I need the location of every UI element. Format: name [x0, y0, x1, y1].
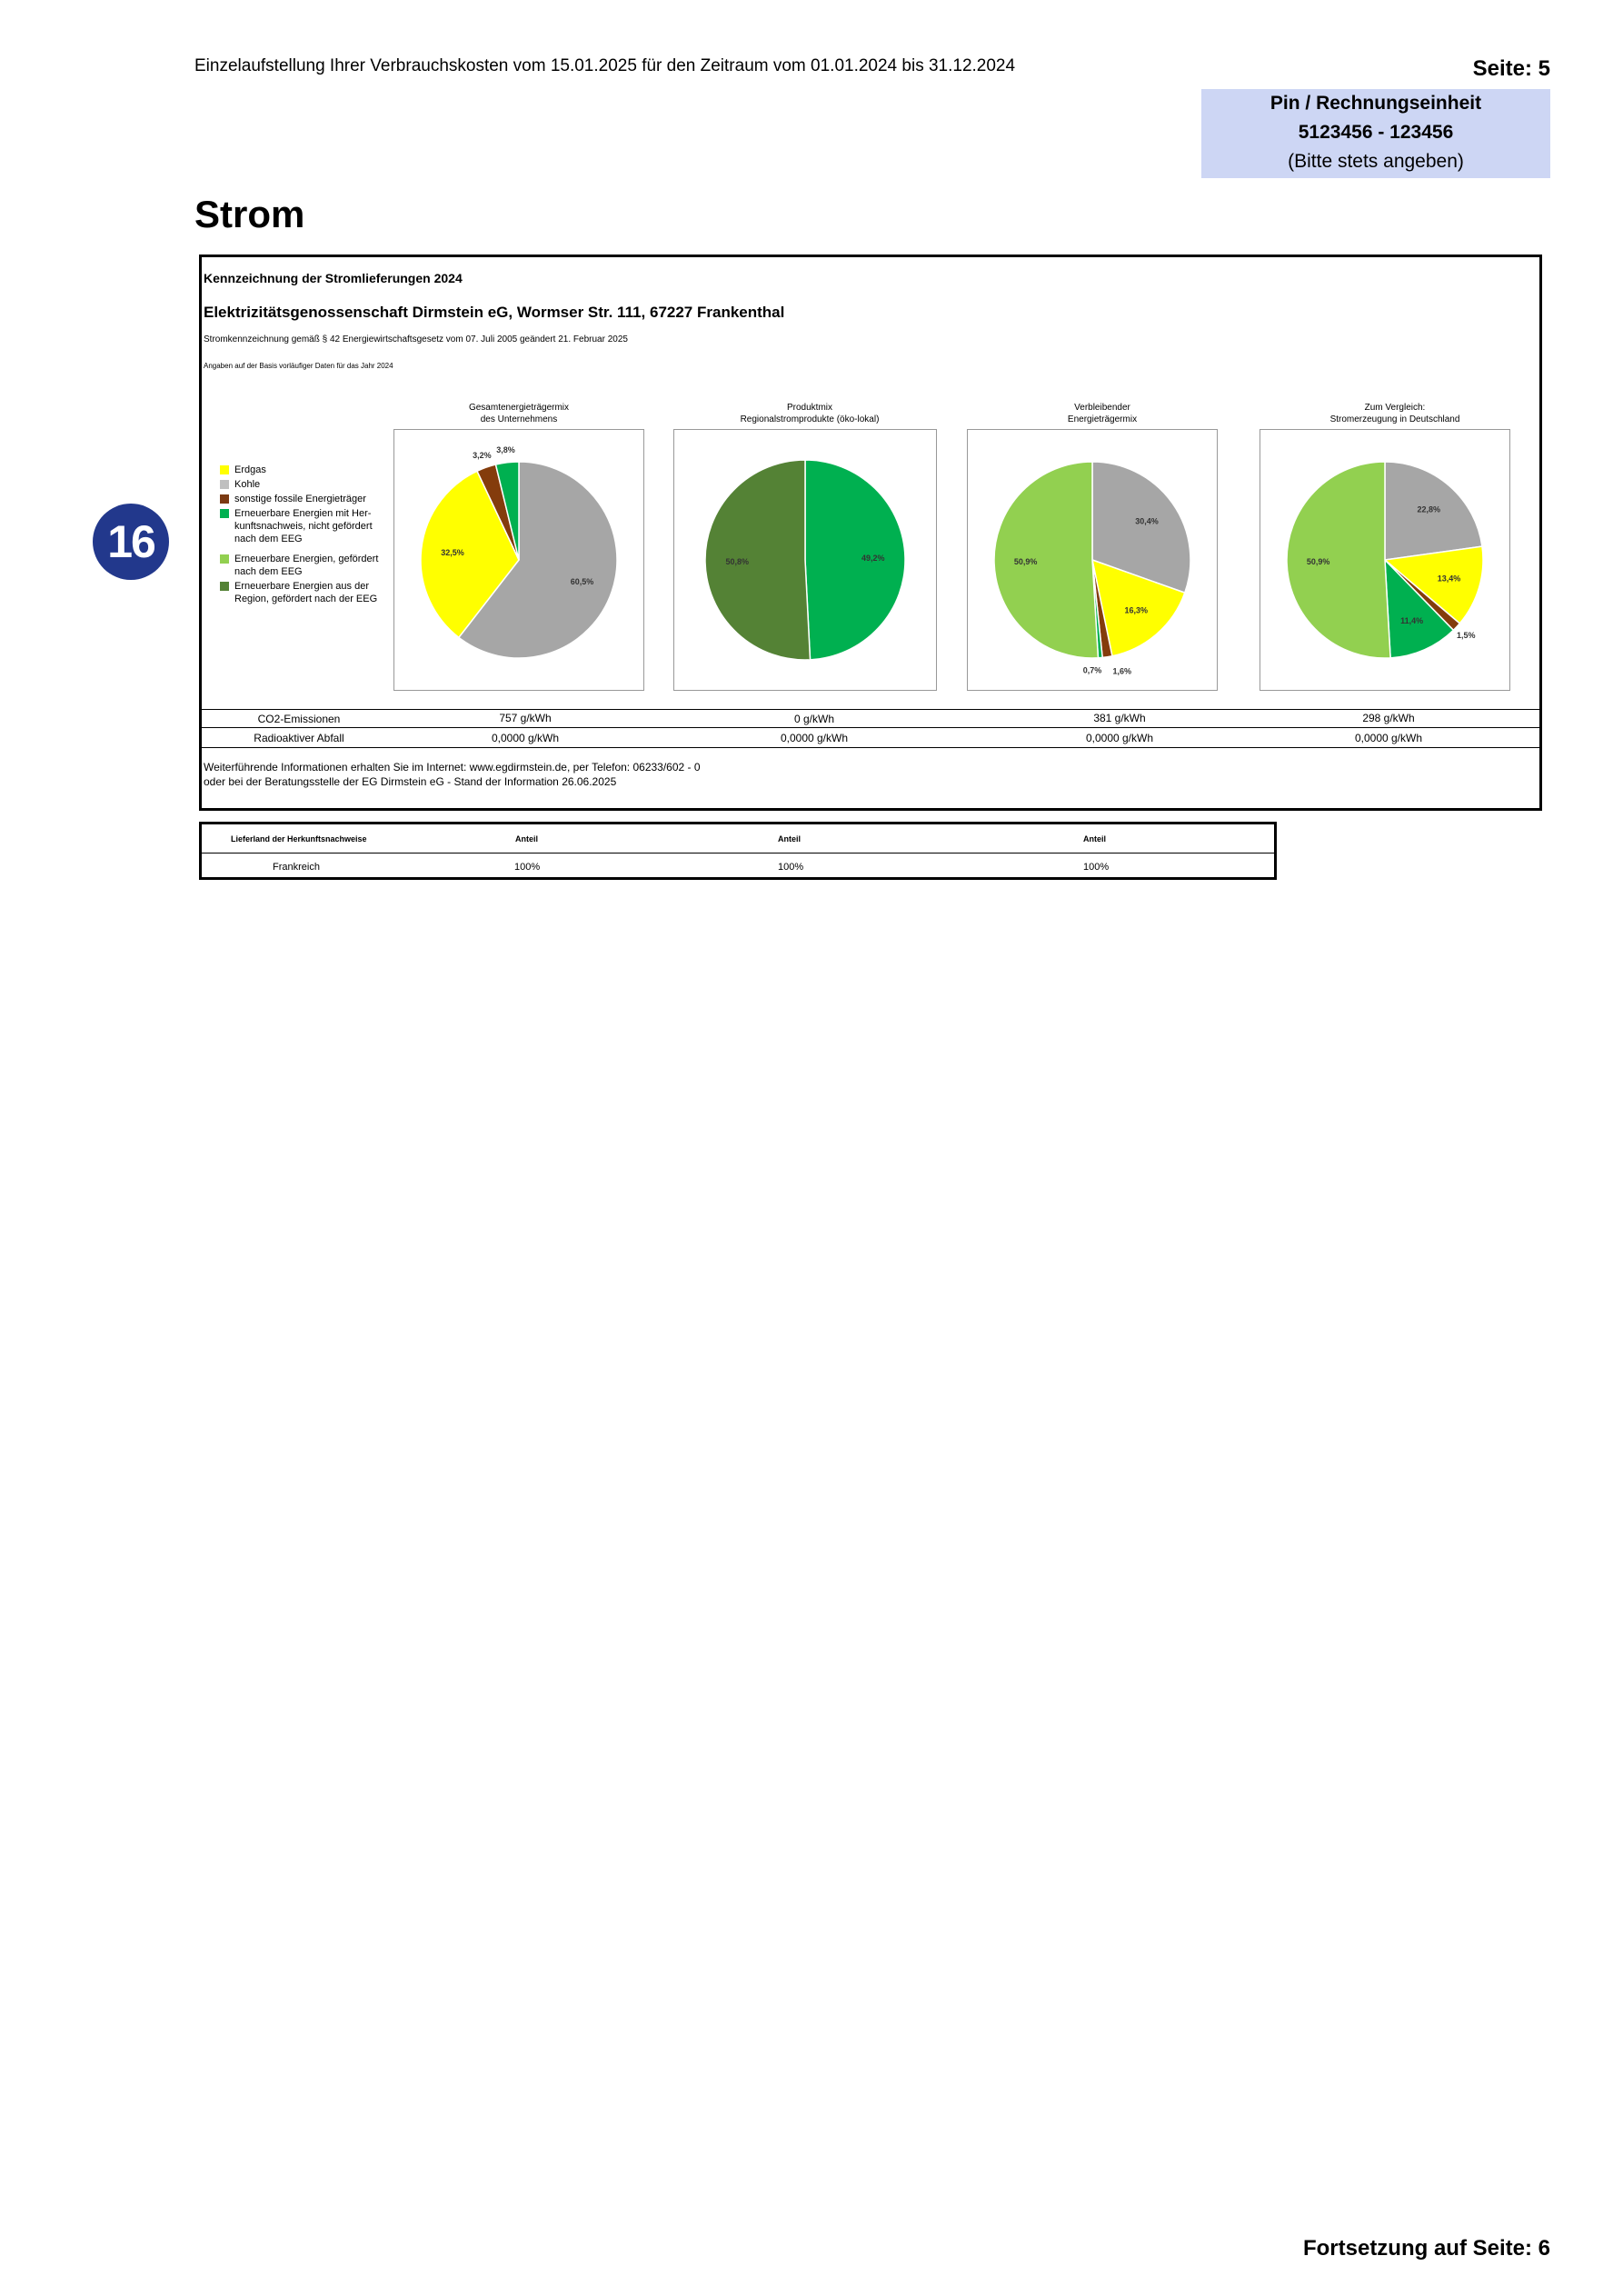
pie-slice-label: 49,2%: [861, 554, 885, 563]
info-line: oder bei der Beratungsstelle der EG Dirm…: [204, 775, 617, 788]
label-org: Elektrizitätsgenossenschaft Dirmstein eG…: [204, 304, 785, 321]
chart-title-2: Produktmix Regionalstromprodukte (öko-lok…: [740, 403, 880, 424]
page-number: Seite: 5: [1472, 56, 1550, 81]
row-divider: [202, 709, 1539, 710]
pie-chart-germany: 22,8% 13,4% 1,5% 11,4% 50,9%: [1286, 461, 1484, 659]
pie-slice: [1384, 558, 1455, 659]
pie-chart-company-mix: 60,5% 32,5% 3,2% 3,8%: [420, 445, 618, 659]
section-badge: 16: [93, 504, 169, 580]
legend-swatch: [220, 554, 229, 564]
pie-slice: [1384, 461, 1483, 561]
statement-header: Einzelaufstellung Ihrer Verbrauchskosten…: [194, 56, 1016, 75]
origin-divider: [202, 853, 1274, 854]
pie-slice: [704, 459, 812, 661]
legend-item-renewable-certified: Erneuerbare Energien mit Her-kunftsnachw…: [220, 507, 389, 545]
legend-item-fossil: sonstige fossile Energieträger: [220, 493, 371, 505]
legend-item-erdgas: Erdgas: [220, 464, 389, 476]
pin-number: 5123456 - 123456: [1298, 122, 1454, 143]
co2-value: 757 g/kWh: [499, 712, 552, 724]
pie-slice-label: 60,5%: [571, 577, 594, 586]
chart-title-1: Gesamtenergieträgermix des Unternehmens: [468, 403, 570, 424]
waste-value: 0,0000 g/kWh: [491, 732, 560, 744]
origin-table: [199, 822, 1277, 880]
pie-slice-label: 50,8%: [725, 557, 749, 566]
waste-label: Radioaktiver Abfall: [254, 732, 344, 744]
pie-slice: [420, 470, 520, 639]
electricity-label-box: [199, 255, 1542, 811]
co2-value: 298 g/kWh: [1362, 712, 1415, 724]
co2-value: 381 g/kWh: [1093, 712, 1146, 724]
origin-head-share: Anteil: [778, 834, 802, 844]
co2-label: CO2-Emissionen: [257, 713, 341, 725]
pie-slice-label: 11,4%: [1400, 616, 1423, 625]
chart-legend: Erdgas Kohle sonstige fossile Energieträ…: [220, 464, 389, 607]
legend-swatch: [220, 465, 229, 474]
origin-country: Frankreich: [273, 862, 320, 873]
origin-share: 100%: [778, 862, 804, 873]
origin-share: 100%: [1083, 862, 1110, 873]
pie-slice: [1383, 545, 1484, 624]
pie-slice: [804, 459, 906, 661]
pie-slice: [993, 461, 1100, 659]
pin-note: (Bitte stets angeben): [1288, 151, 1464, 172]
pin-box: Pin / Rechnungseinheit 5123456 - 123456 …: [1201, 89, 1550, 178]
pie-slice-label: 50,9%: [1014, 557, 1038, 566]
co2-value: 0 g/kWh: [793, 713, 834, 725]
info-line: Weiterführende Informationen erhalten Si…: [204, 761, 701, 774]
waste-value: 0,0000 g/kWh: [780, 732, 849, 744]
chart-frame-1: 60,5% 32,5% 3,2% 3,8%: [393, 429, 644, 691]
waste-value: 0,0000 g/kWh: [1354, 732, 1423, 744]
origin-share: 100%: [514, 862, 541, 873]
chart-frame-4: 22,8% 13,4% 1,5% 11,4% 50,9%: [1260, 429, 1510, 691]
pie-chart-product-mix: 49,2% 50,8%: [704, 459, 906, 661]
section-title: Strom: [194, 193, 305, 235]
pie-slice-label: 16,3%: [1124, 605, 1148, 614]
pie-slice-label: 0,7%: [1083, 666, 1102, 675]
chart-frame-3: 30,4% 16,3% 1,6% 0,7% 50,9%: [967, 429, 1218, 691]
pie-slice-label: 30,4%: [1135, 517, 1159, 526]
chart-title-3: Verbleibender Energieträgermix: [1067, 403, 1138, 424]
label-heading: Kennzeichnung der Stromlieferungen 2024: [204, 271, 463, 285]
pie-slice-label: 1,6%: [1112, 667, 1131, 676]
pie-slice-label: 22,8%: [1417, 505, 1440, 514]
pie-slice-label: 3,8%: [496, 445, 515, 454]
pie-slice: [1090, 558, 1186, 657]
chart-frame-2: 49,2% 50,8%: [673, 429, 937, 691]
legend-swatch: [220, 494, 229, 504]
origin-head-country: Lieferland der Herkunftsnachweise: [231, 834, 367, 844]
pie-slice: [494, 461, 520, 561]
row-divider: [202, 747, 1539, 748]
origin-head-share: Anteil: [1083, 834, 1107, 844]
legend-swatch: [220, 509, 229, 518]
legend-swatch: [220, 480, 229, 489]
pie-slice: [1091, 461, 1191, 594]
pie-chart-residual-mix: 30,4% 16,3% 1,6% 0,7% 50,9%: [993, 461, 1191, 676]
origin-head-share: Anteil: [515, 834, 539, 844]
legend-item-kohle: Kohle: [220, 478, 389, 491]
legend-item-renewable-region: Erneuerbare Energien aus der Region, gef…: [220, 580, 380, 605]
continuation-note: Fortsetzung auf Seite: 6: [1302, 2236, 1550, 2261]
pin-title: Pin / Rechnungseinheit: [1270, 93, 1482, 114]
pie-slice-label: 3,2%: [473, 451, 492, 460]
pie-slice-label: 1,5%: [1457, 631, 1476, 640]
pie-slice-label: 32,5%: [441, 548, 464, 557]
info-text: Weiterführende Informationen erhalten Si…: [204, 760, 701, 789]
legend-item-renewable-eeg: Erneuerbare Energien, gefördert nach dem…: [220, 553, 380, 578]
row-divider: [202, 727, 1539, 728]
pie-slice: [1286, 461, 1391, 659]
pie-slice: [457, 461, 618, 659]
label-basis: Angaben auf der Basis vorläufiger Daten …: [204, 362, 393, 370]
legend-swatch: [220, 582, 229, 591]
waste-value: 0,0000 g/kWh: [1085, 732, 1154, 744]
label-legal: Stromkennzeichnung gemäß § 42 Energiewir…: [204, 334, 628, 344]
pie-slice-label: 50,9%: [1307, 557, 1330, 566]
pie-slice-label: 13,4%: [1438, 574, 1461, 583]
chart-title-4: Zum Vergleich: Stromerzeugung in Deutschl…: [1329, 403, 1460, 424]
